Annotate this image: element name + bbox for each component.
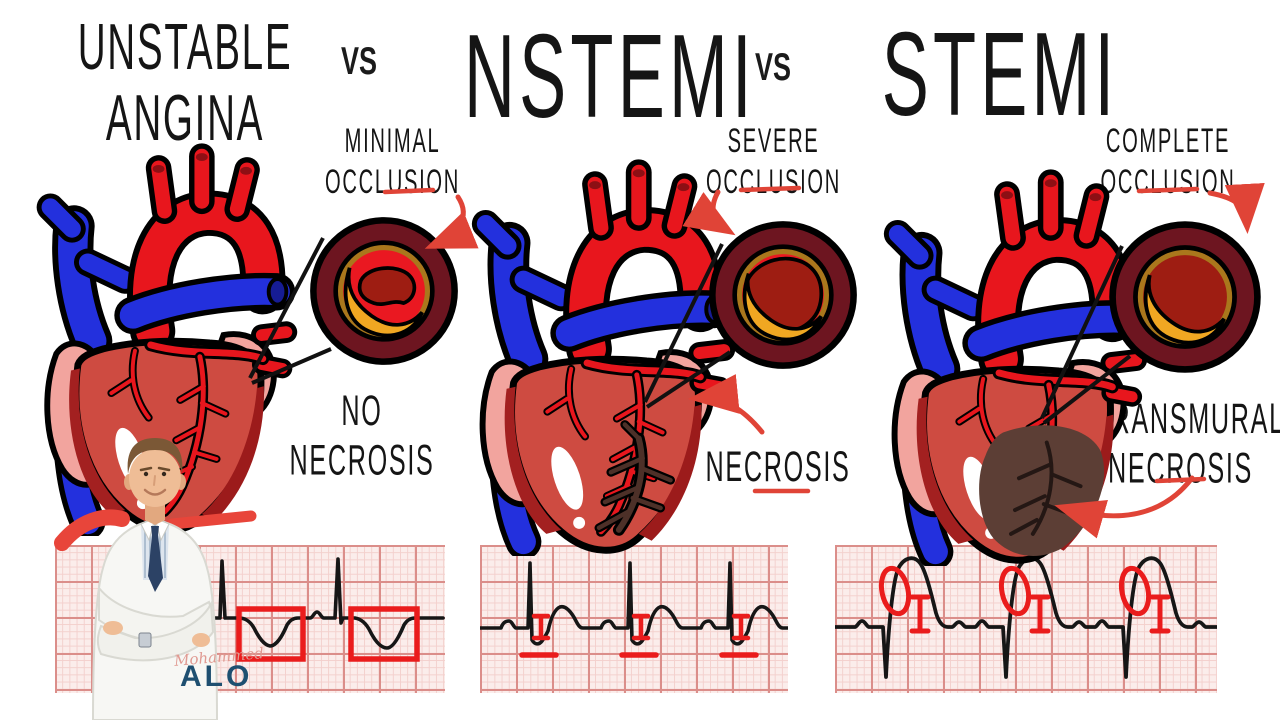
t-wave-inversion-box	[348, 606, 420, 662]
vs-label-left: VS	[341, 40, 378, 83]
occlusion-label-line1: MINIMAL	[344, 122, 441, 161]
ecg-strip-st-depression	[480, 545, 788, 693]
transmural-necrosis-patch	[979, 425, 1105, 557]
vs-label-right: VS	[755, 46, 792, 89]
st-elevation-circle	[878, 565, 1152, 617]
necrosis-label-line2: NECROSIS	[289, 436, 435, 484]
necrosis-label-nstemi: NECROSIS	[702, 444, 853, 493]
vessel-cross-section-severe-occlusion	[709, 221, 857, 369]
title-stemi: STEMI	[881, 7, 1119, 141]
vessel-cross-section-complete-occlusion	[1109, 221, 1261, 373]
plaque-yellow	[742, 273, 823, 342]
thrombus-small	[357, 266, 417, 306]
ecg-strip-st-elevation	[835, 545, 1217, 693]
tie-knot	[151, 526, 159, 535]
tie	[148, 535, 163, 592]
st-depression-ibeam	[531, 613, 751, 641]
title-unstable-angina-line1: UNSTABLE	[77, 9, 293, 83]
occlusion-label-line1: SEVERE	[727, 122, 820, 161]
necrotic-artery-lines	[1009, 440, 1083, 536]
ecg-trace	[193, 557, 445, 650]
necrosis-label-none: NO NECROSIS	[286, 388, 437, 486]
necrosis-label-line1: NO	[341, 388, 383, 435]
title-nstemi: NSTEMI	[464, 9, 756, 143]
alo-logo: ALO	[180, 660, 253, 693]
crossed-arm	[97, 600, 215, 662]
hand	[103, 621, 123, 635]
vessel-cross-section-minimal-occlusion	[310, 217, 458, 365]
plaque-yellow	[1143, 274, 1226, 345]
hand	[192, 633, 210, 647]
plaque-yellow	[343, 267, 424, 338]
hair	[127, 438, 183, 474]
st-elevation-ibeam	[909, 594, 1171, 634]
occlusion-label-line1: COMPLETE	[1105, 122, 1231, 161]
wristwatch	[138, 632, 152, 648]
t-wave-inversion-box	[236, 606, 306, 662]
title-unstable-angina: UNSTABLE ANGINA	[76, 9, 294, 154]
necrosis-label-line2: NECROSIS	[705, 444, 851, 491]
doctor-photo	[91, 438, 219, 720]
occlusion-label-complete: COMPLETE OCCLUSION	[1092, 122, 1243, 204]
title-unstable-angina-line2: ANGINA	[105, 79, 265, 154]
